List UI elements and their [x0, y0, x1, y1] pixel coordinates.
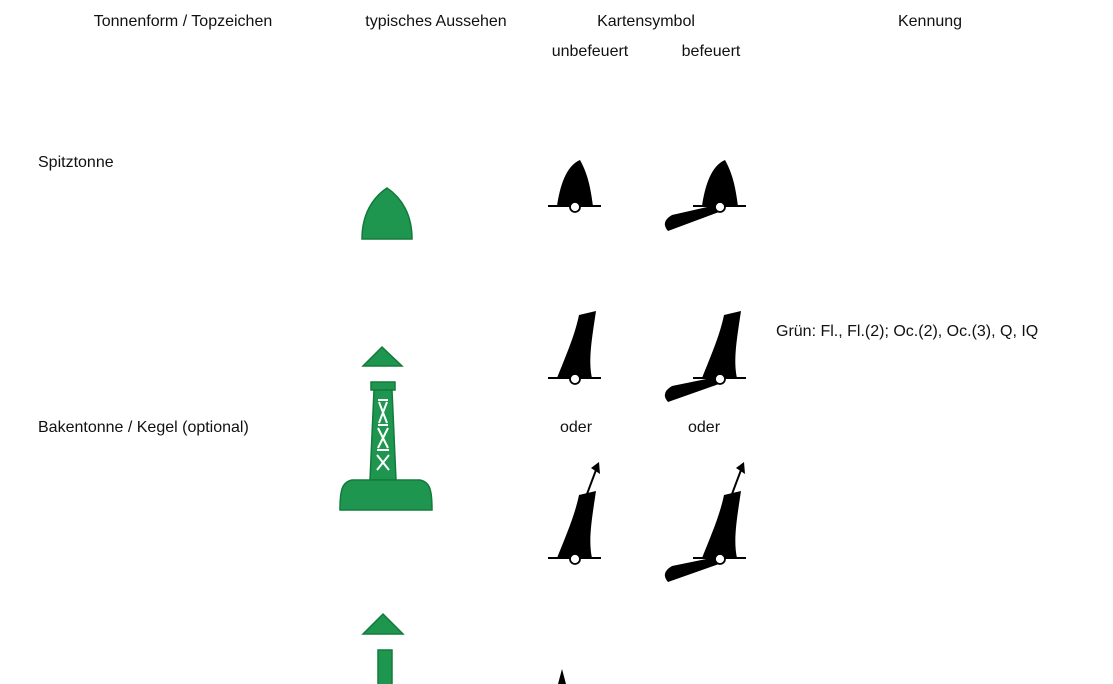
- sub-header: unbefeuert: [552, 43, 629, 60]
- row-label: Bakentonne / Kegel (optional): [38, 419, 249, 436]
- kennung: Grün: Fl., Fl.(2); Oc.(2), Oc.(3), Q, IQ: [776, 323, 1038, 340]
- alternative: oder: [560, 419, 593, 436]
- buoy-spiere: [361, 612, 405, 684]
- symbol-baken-lit: [664, 311, 746, 402]
- column-header: Kartensymbol: [597, 13, 695, 30]
- symbol-spitz-unlit: [548, 160, 601, 213]
- symbol-baken-unlit: [548, 311, 601, 385]
- column-header: Tonnenform / Topzeichen: [94, 13, 272, 30]
- column-header: typisches Aussehen: [365, 13, 506, 30]
- buoy-baken: [339, 345, 433, 511]
- row-label: Spitztonne: [38, 154, 114, 171]
- symbol-spitz-lit: [664, 160, 746, 231]
- symbol-baken-lit-topmark: [664, 462, 746, 582]
- buoy-spitz: [361, 187, 413, 240]
- symbol-spiere-partial: [558, 669, 566, 684]
- alternative: oder: [688, 419, 721, 436]
- symbol-baken-unlit-topmark: [548, 462, 601, 565]
- column-header: Kennung: [898, 13, 962, 30]
- sub-header: befeuert: [682, 43, 741, 60]
